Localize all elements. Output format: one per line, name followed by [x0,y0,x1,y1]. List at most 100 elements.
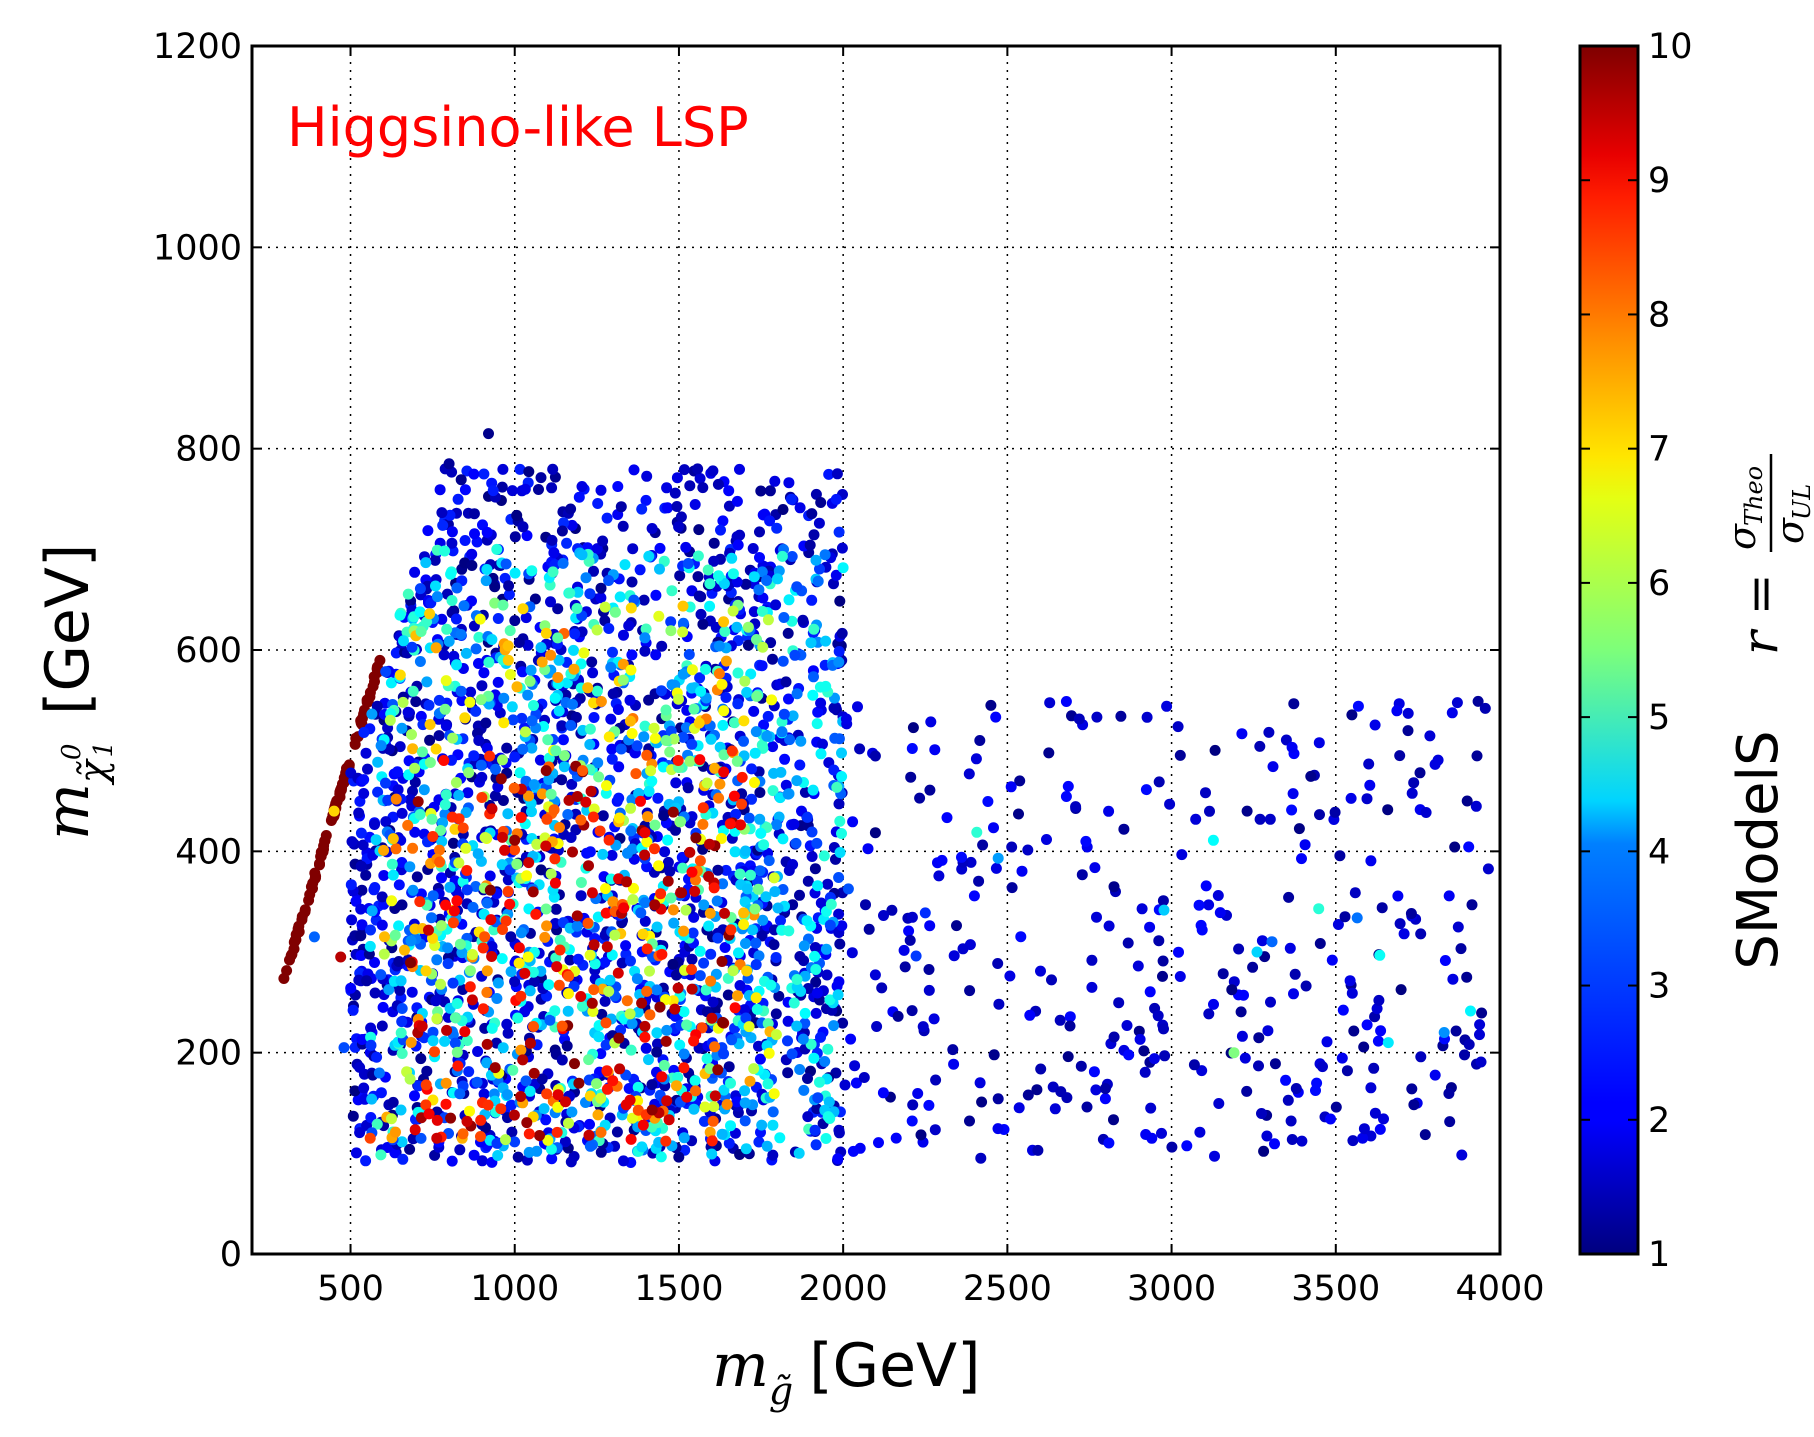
data-point [457,1128,469,1140]
data-point [461,1115,473,1127]
data-point [677,668,689,680]
data-point [795,735,807,747]
data-point [578,647,590,659]
data-point [455,474,467,486]
data-point [607,896,619,908]
data-point [435,920,447,932]
data-point [636,1141,648,1153]
data-point [466,548,478,560]
data-point [1287,788,1299,800]
data-point [509,531,521,543]
data-point [1188,1059,1200,1071]
data-point [1286,741,1298,753]
data-point [965,856,977,868]
data-point [822,878,834,890]
data-point [566,1106,578,1118]
data-point [380,816,392,828]
data-point [809,950,821,962]
data-point [447,732,459,744]
data-point [808,1052,820,1064]
data-point [387,869,399,881]
data-point [1330,1101,1342,1113]
data-point [717,719,729,731]
data-point [438,755,450,766]
data-point [584,949,596,961]
data-point [497,754,508,766]
data-point [567,698,578,710]
data-point [563,970,575,982]
data-point [639,827,651,839]
data-point [489,597,501,609]
data-point [1365,1130,1377,1142]
data-point [757,592,769,604]
data-point [597,535,609,547]
data-point [591,685,603,697]
data-point [631,973,643,985]
data-point [858,1072,870,1083]
data-point [1347,1135,1359,1147]
data-point [407,785,418,797]
data-point [1475,1056,1487,1068]
data-point [502,808,514,820]
data-point [540,1114,552,1126]
data-point [1286,1134,1298,1145]
data-point [482,1099,494,1111]
data-point [1364,779,1376,791]
data-point [613,792,625,804]
x-axis-label-subscript: g̃ [769,1369,793,1413]
data-point [433,694,445,706]
data-point [821,969,833,981]
data-point [627,843,639,855]
data-point [356,884,368,896]
data-point [806,826,818,838]
data-point [720,655,732,667]
data-point [670,824,681,836]
data-point [449,1037,461,1049]
data-point [497,795,509,806]
data-point [1226,984,1238,996]
y-axis-label-subscript-sup: 0 [57,744,87,761]
data-point [553,705,565,717]
data-point [782,788,794,800]
data-point [429,554,441,566]
data-point [1118,823,1130,835]
data-point [524,985,536,997]
data-point [820,680,832,692]
data-point [421,1065,433,1077]
data-point [717,878,729,890]
data-point [612,967,624,979]
data-point [478,468,490,480]
data-point [394,984,406,996]
data-point [655,888,667,900]
data-point [802,875,814,887]
data-point [701,777,713,789]
data-point [713,640,725,652]
data-point [692,571,704,583]
data-point [847,1145,859,1157]
data-point [915,1129,927,1141]
data-point [513,942,525,954]
data-point [525,664,537,676]
data-point [640,1042,652,1054]
data-point [1361,1019,1373,1031]
data-point [1471,750,1483,762]
data-point [470,881,482,892]
data-point [1256,1108,1267,1119]
data-point [442,942,454,954]
data-point [698,1115,710,1127]
data-point [649,819,661,831]
data-point [1456,1149,1468,1161]
data-point [764,515,776,527]
data-point [613,812,625,824]
data-point [790,837,802,849]
data-point [541,813,553,825]
data-point [1157,970,1168,982]
data-point [404,1143,416,1155]
data-point [1406,787,1418,799]
data-point [575,877,587,888]
data-point [549,692,561,704]
data-point [451,659,462,671]
data-point [1269,1138,1280,1150]
data-point [414,583,426,595]
data-point [1280,1074,1292,1086]
